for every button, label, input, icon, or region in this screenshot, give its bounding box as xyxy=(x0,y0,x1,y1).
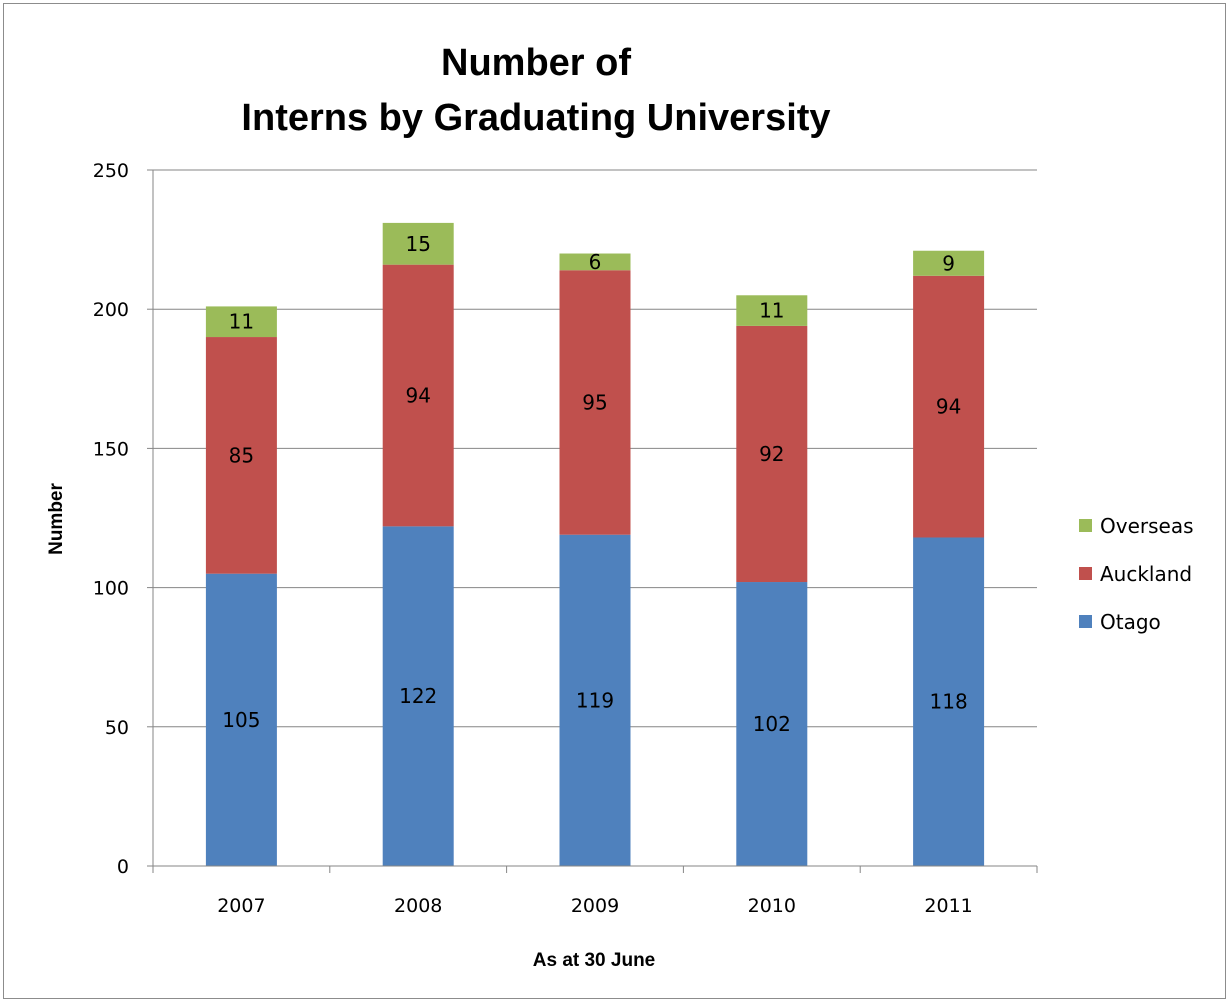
y-tick-label: 150 xyxy=(93,438,129,460)
bar-otago-2009 xyxy=(559,534,631,866)
bar-auckland-2008 xyxy=(382,264,454,527)
y-tick-label: 100 xyxy=(93,578,129,600)
bars xyxy=(205,222,985,866)
bar-auckland-2007 xyxy=(205,337,277,574)
x-tick-labels: 2007 2008 2009 2010 2011 xyxy=(217,895,973,917)
legend-swatch xyxy=(1079,615,1092,628)
x-tick-label: 2011 xyxy=(924,895,972,917)
x-tick-label: 2009 xyxy=(571,895,619,917)
legend: Overseas Auckland Otago xyxy=(1079,514,1194,634)
x-tick-label: 2010 xyxy=(748,895,796,917)
data-label-overseas-2009: 6 xyxy=(589,250,602,274)
data-label-auckland-2007: 85 xyxy=(229,443,254,467)
data-label-otago-2011: 118 xyxy=(930,690,968,714)
x-axis-title: As at 30 June xyxy=(533,950,656,971)
bar-overseas-2007 xyxy=(205,306,277,338)
chart-title: Number of Interns by Graduating Universi… xyxy=(241,42,830,139)
bar-overseas-2010 xyxy=(736,295,808,326)
y-tick-label: 200 xyxy=(93,299,129,321)
bar-otago-2010 xyxy=(736,582,808,866)
data-label-auckland-2011: 94 xyxy=(936,395,961,419)
y-tick-label: 50 xyxy=(105,717,129,739)
legend-swatch xyxy=(1079,567,1092,580)
data-label-auckland-2008: 94 xyxy=(405,384,430,408)
y-tick-label: 250 xyxy=(93,160,129,182)
legend-item-otago: Otago xyxy=(1079,610,1161,634)
y-tick-labels: 0 50 100 150 200 250 xyxy=(93,160,129,878)
y-axis-title: Number xyxy=(46,483,67,555)
bar-auckland-2009 xyxy=(559,270,631,535)
legend-item-overseas: Overseas xyxy=(1079,514,1194,538)
data-label-otago-2010: 102 xyxy=(753,712,791,736)
data-label-otago-2009: 119 xyxy=(576,688,614,712)
data-label-auckland-2010: 92 xyxy=(759,442,784,466)
legend-item-auckland: Auckland xyxy=(1079,562,1192,586)
legend-swatch xyxy=(1079,519,1092,532)
data-label-overseas-2011: 9 xyxy=(942,251,955,275)
x-tick-label: 2008 xyxy=(394,895,442,917)
data-labels: 105 85 11 122 94 15 119 95 6 102 92 11 118 94 9 xyxy=(222,232,967,736)
chart-title-line: Interns by Graduating University xyxy=(241,97,830,139)
data-label-auckland-2009: 95 xyxy=(582,390,607,414)
legend-label: Auckland xyxy=(1100,562,1192,586)
bar-auckland-2010 xyxy=(736,325,808,583)
y-tick-label: 0 xyxy=(117,856,129,878)
data-label-otago-2007: 105 xyxy=(222,708,260,732)
axes xyxy=(147,169,1038,873)
legend-label: Otago xyxy=(1100,610,1161,634)
bar-otago-2007 xyxy=(205,573,277,866)
data-label-overseas-2008: 15 xyxy=(405,232,430,256)
bar-otago-2008 xyxy=(382,526,454,866)
x-tick-label: 2007 xyxy=(217,895,265,917)
data-label-overseas-2010: 11 xyxy=(759,299,784,323)
bar-auckland-2011 xyxy=(913,275,985,538)
data-label-overseas-2007: 11 xyxy=(229,310,254,334)
data-label-otago-2008: 122 xyxy=(399,684,437,708)
bar-overseas-2011 xyxy=(913,250,985,276)
legend-label: Overseas xyxy=(1100,514,1194,538)
bar-overseas-2009 xyxy=(559,253,631,271)
bar-overseas-2008 xyxy=(382,222,454,265)
bar-otago-2011 xyxy=(913,537,985,866)
chart-title-line: Number of xyxy=(441,42,631,84)
